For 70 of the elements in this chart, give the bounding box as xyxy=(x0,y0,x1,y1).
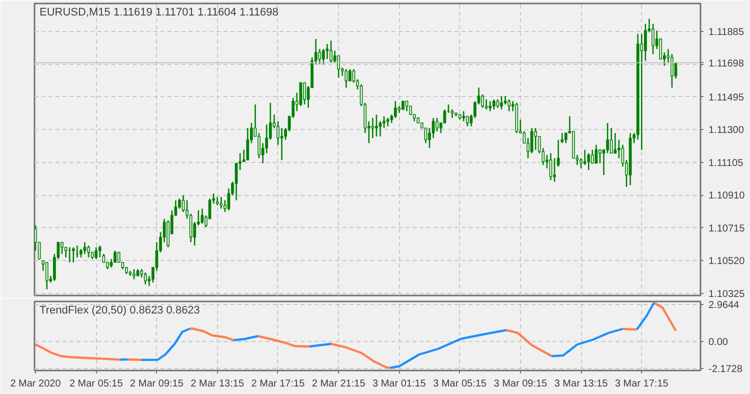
candlestick xyxy=(394,100,397,119)
x-tick-label: 2 Mar 21:15 xyxy=(312,378,366,390)
y-tick-label: 1.11885 xyxy=(708,26,744,38)
candlestick xyxy=(500,95,503,110)
candlestick xyxy=(45,262,48,290)
y-tick-label: 0.00 xyxy=(708,337,728,348)
candlestick xyxy=(87,244,90,258)
x-tick-label: 2 Mar 05:15 xyxy=(69,378,124,390)
chart-title: TrendFlex (20,50) 0.8623 0.8623 xyxy=(40,304,200,316)
candlestick xyxy=(114,250,117,264)
x-tick-label: 3 Mar 01:15 xyxy=(372,378,426,390)
candlestick xyxy=(492,98,496,110)
candlestick xyxy=(508,98,510,112)
candlestick xyxy=(326,43,329,60)
candlestick xyxy=(280,127,284,161)
candlestick xyxy=(330,40,332,64)
candlestick xyxy=(462,110,466,122)
candlestick xyxy=(246,127,250,161)
x-tick-label: 3 Mar 05:15 xyxy=(433,378,487,390)
y-tick-label: 1.11300 xyxy=(708,125,744,136)
y-tick-label: 2.9644 xyxy=(708,300,740,311)
candlestick xyxy=(60,242,64,255)
candlestick xyxy=(303,82,306,106)
candlestick xyxy=(72,246,75,264)
candlestick xyxy=(371,117,374,139)
candlestick xyxy=(640,33,644,150)
candlestick xyxy=(583,149,586,166)
chart-title: EURUSD,M15 1.11619 1.11701 1.11604 1.11698 xyxy=(40,6,278,18)
y-tick-label: 1.11495 xyxy=(708,92,744,104)
candlestick xyxy=(98,244,102,258)
candlestick xyxy=(610,127,613,154)
x-tick-label: 3 Mar 17:15 xyxy=(614,378,669,390)
candlestick xyxy=(132,268,136,280)
candlestick xyxy=(606,122,609,154)
y-tick-label: 1.11105 xyxy=(708,158,744,169)
candlestick xyxy=(189,213,192,243)
candlestick xyxy=(564,132,568,144)
candlestick xyxy=(436,117,439,132)
y-tick-label: -2.1728 xyxy=(708,364,743,376)
candlestick xyxy=(348,68,352,82)
x-tick-label: 2 Mar 13:15 xyxy=(190,378,244,390)
candlestick xyxy=(534,127,538,150)
y-tick-label: 1.10520 xyxy=(708,256,746,268)
candlestick xyxy=(144,272,147,285)
y-tick-label: 1.10325 xyxy=(708,288,746,300)
candlestick xyxy=(405,100,408,112)
y-tick-label: 1.10910 xyxy=(708,190,746,202)
candlestick xyxy=(488,100,492,112)
candlestick xyxy=(598,149,602,164)
candlestick xyxy=(670,53,674,88)
x-tick-label: 2 Mar 2020 xyxy=(10,378,62,390)
ref-line-label: 1.11698 xyxy=(708,58,744,70)
candlestick xyxy=(484,98,488,110)
candlestick xyxy=(614,132,617,154)
candlestick xyxy=(652,23,654,55)
candlestick xyxy=(556,139,560,168)
x-tick-label: 3 Mar 09:15 xyxy=(494,378,548,390)
candlestick xyxy=(587,152,590,171)
candlestick xyxy=(344,68,348,88)
candlestick xyxy=(466,116,469,127)
candlestick xyxy=(318,48,322,65)
x-tick-label: 2 Mar 17:15 xyxy=(251,378,306,390)
candlestick xyxy=(553,158,556,182)
candlestick xyxy=(322,48,325,65)
y-tick-label: 1.10715 xyxy=(708,223,746,234)
candlestick xyxy=(375,114,378,138)
candlestick xyxy=(94,246,98,260)
x-tick-label: 2 Mar 09:15 xyxy=(130,378,184,390)
x-tick-label: 3 Mar 13:15 xyxy=(554,378,608,390)
candlestick xyxy=(220,196,223,210)
